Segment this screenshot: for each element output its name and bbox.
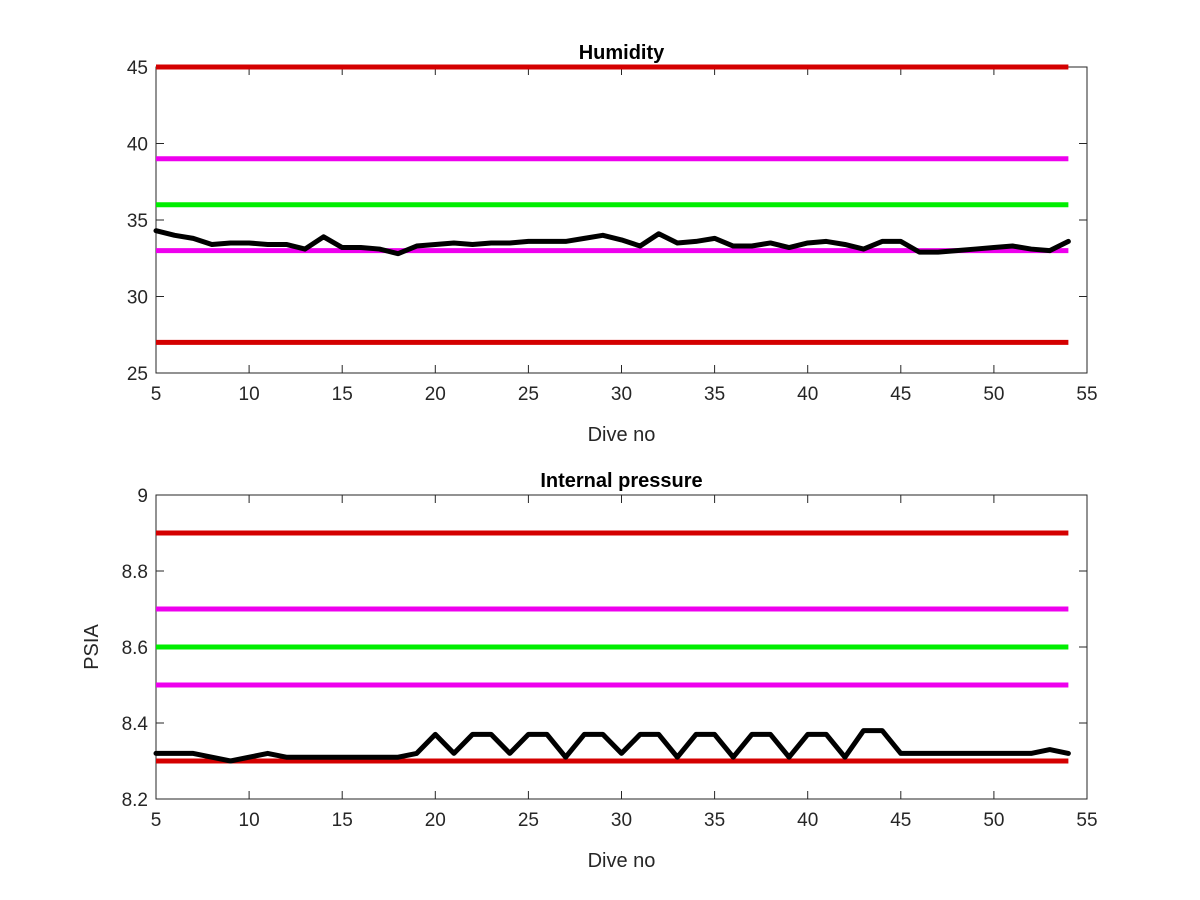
humidity-plot: 5 10 15 20 25 30 35 40 45 50 55 25 30 35 40 45 Humidity D… [127, 42, 1098, 446]
y-tick-label: 8.2 [122, 790, 148, 811]
y-tick-label: 35 [127, 211, 148, 232]
x-tick-label: 20 [425, 384, 446, 405]
y-tick-label: 30 [127, 288, 148, 309]
chart-title: Internal pressure [540, 470, 702, 492]
y-tick-label: 8.8 [122, 562, 148, 583]
x-tick-label: 55 [1076, 810, 1097, 831]
x-tick-label: 40 [797, 384, 818, 405]
x-tick-label: 10 [239, 810, 260, 831]
x-tick-label: 50 [983, 810, 1004, 831]
x-tick-label: 55 [1076, 384, 1097, 405]
x-tick-label: 30 [611, 384, 632, 405]
x-tick-label: 25 [518, 384, 539, 405]
series-line [153, 728, 1071, 764]
y-tick-label: 8.4 [122, 714, 149, 735]
y-tick-label: 8.6 [122, 638, 148, 659]
x-tick-label: 10 [239, 384, 260, 405]
x-tick-label: 35 [704, 384, 725, 405]
chart-title: Humidity [579, 42, 665, 64]
y-tick-label: 9 [137, 486, 148, 507]
x-tick-label: 30 [611, 810, 632, 831]
x-axis-label: Dive no [588, 850, 656, 872]
x-tick-label: 15 [332, 810, 353, 831]
x-tick-label: 5 [151, 810, 162, 831]
x-tick-label: 40 [797, 810, 818, 831]
x-tick-label: 25 [518, 810, 539, 831]
x-tick-label: 5 [151, 384, 162, 405]
x-tick-label: 35 [704, 810, 725, 831]
y-tick-label: 45 [127, 58, 148, 79]
internal-pressure-plot: 5 10 15 20 25 30 35 40 45 50 55 8.2 8.4 8.6 8.8 9 Intern… [81, 470, 1098, 872]
x-tick-label: 15 [332, 384, 353, 405]
x-axis-label: Dive no [588, 424, 656, 446]
y-tick-label: 25 [127, 364, 148, 385]
x-tick-label: 20 [425, 810, 446, 831]
x-tick-label: 45 [890, 384, 911, 405]
series-line [153, 228, 1071, 257]
y-tick-label: 40 [127, 135, 148, 156]
x-tick-label: 50 [983, 384, 1004, 405]
x-tick-label: 45 [890, 810, 911, 831]
y-axis-label: PSIA [81, 624, 103, 670]
